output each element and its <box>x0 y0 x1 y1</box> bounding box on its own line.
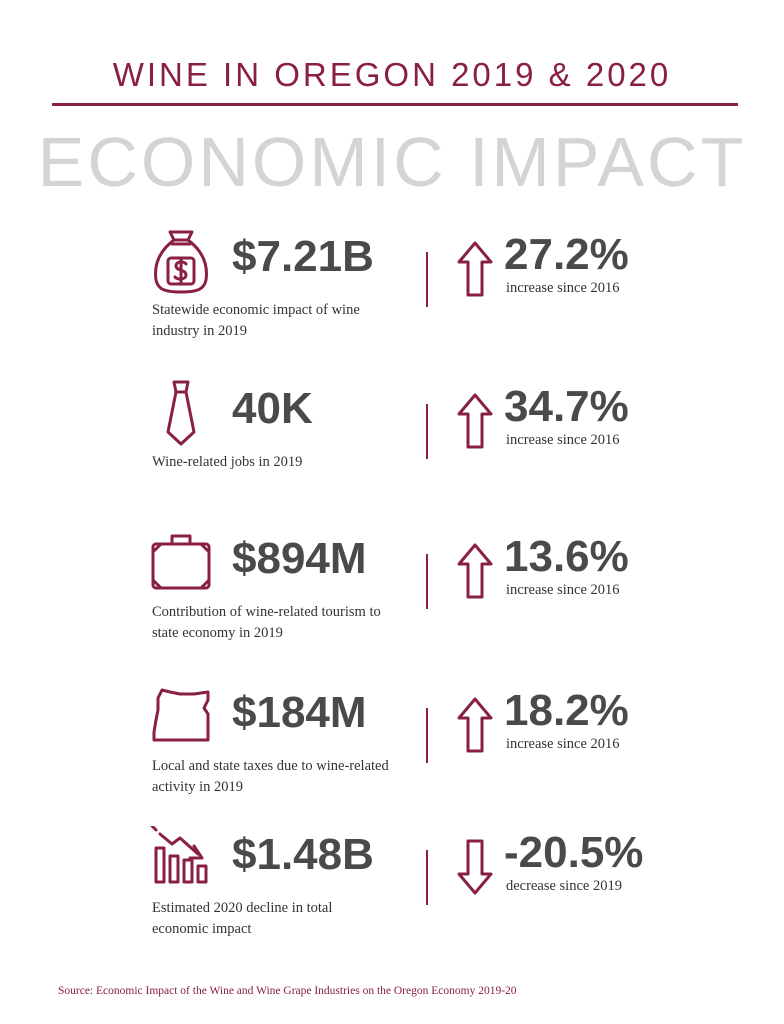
stat-value: $1.48B <box>232 830 374 879</box>
source-footnote: Source: Economic Impact of the Wine and … <box>58 985 517 997</box>
stat-divider <box>426 708 428 763</box>
stat-divider <box>426 404 428 459</box>
stat-change-label: increase since 2016 <box>506 736 620 752</box>
stat-value: $184M <box>232 688 367 737</box>
suitcase-icon <box>150 530 212 596</box>
oregon-map-icon <box>150 684 212 750</box>
stat-divider <box>426 252 428 307</box>
stat-change-label: increase since 2016 <box>506 280 620 296</box>
stat-description: Estimated 2020 decline in total economic… <box>152 900 333 937</box>
stat-value: $7.21B <box>232 232 374 281</box>
stat-change: 34.7% <box>504 382 629 431</box>
stat-divider <box>426 850 428 905</box>
stat-change-label: increase since 2016 <box>506 582 620 598</box>
stat-value: 40K <box>232 384 313 433</box>
stat-description: Contribution of wine-related tourism to … <box>152 604 381 641</box>
stat-description: Local and state taxes due to wine-relate… <box>152 758 389 795</box>
arrow-up-icon <box>456 542 494 600</box>
declining-bar-chart-icon <box>150 824 212 892</box>
stat-decline: $1.48B Estimated 2020 decline in total e… <box>0 824 784 966</box>
page-title: WINE IN OREGON 2019 & 2020 <box>112 56 672 93</box>
stat-change-label: decrease since 2019 <box>506 878 622 894</box>
stat-jobs: 40K Wine-related jobs in 2019 34.7% incr… <box>0 380 784 520</box>
stat-change-label: increase since 2016 <box>506 432 620 448</box>
stat-divider <box>426 554 428 609</box>
stat-change: 13.6% <box>504 532 629 581</box>
stat-change: -20.5% <box>504 828 644 877</box>
stat-economic-impact: $7.21B Statewide economic impact of wine… <box>0 228 784 368</box>
stat-description: Wine-related jobs in 2019 <box>152 454 303 470</box>
stat-change: 27.2% <box>504 230 629 279</box>
stat-description: Statewide economic impact of wine indust… <box>152 302 360 339</box>
arrow-up-icon <box>456 240 494 298</box>
arrow-up-icon <box>456 392 494 450</box>
title-divider <box>52 103 738 106</box>
stat-taxes: $184M Local and state taxes due to wine-… <box>0 684 784 824</box>
necktie-icon <box>150 380 212 446</box>
stat-tourism: $894M Contribution of wine-related touri… <box>0 530 784 670</box>
arrow-up-icon <box>456 696 494 754</box>
page-subtitle: ECONOMIC IMPACT <box>37 123 747 201</box>
stat-value: $894M <box>232 534 367 583</box>
stat-change: 18.2% <box>504 686 629 735</box>
money-bag-icon <box>150 228 212 294</box>
arrow-down-icon <box>456 838 494 896</box>
